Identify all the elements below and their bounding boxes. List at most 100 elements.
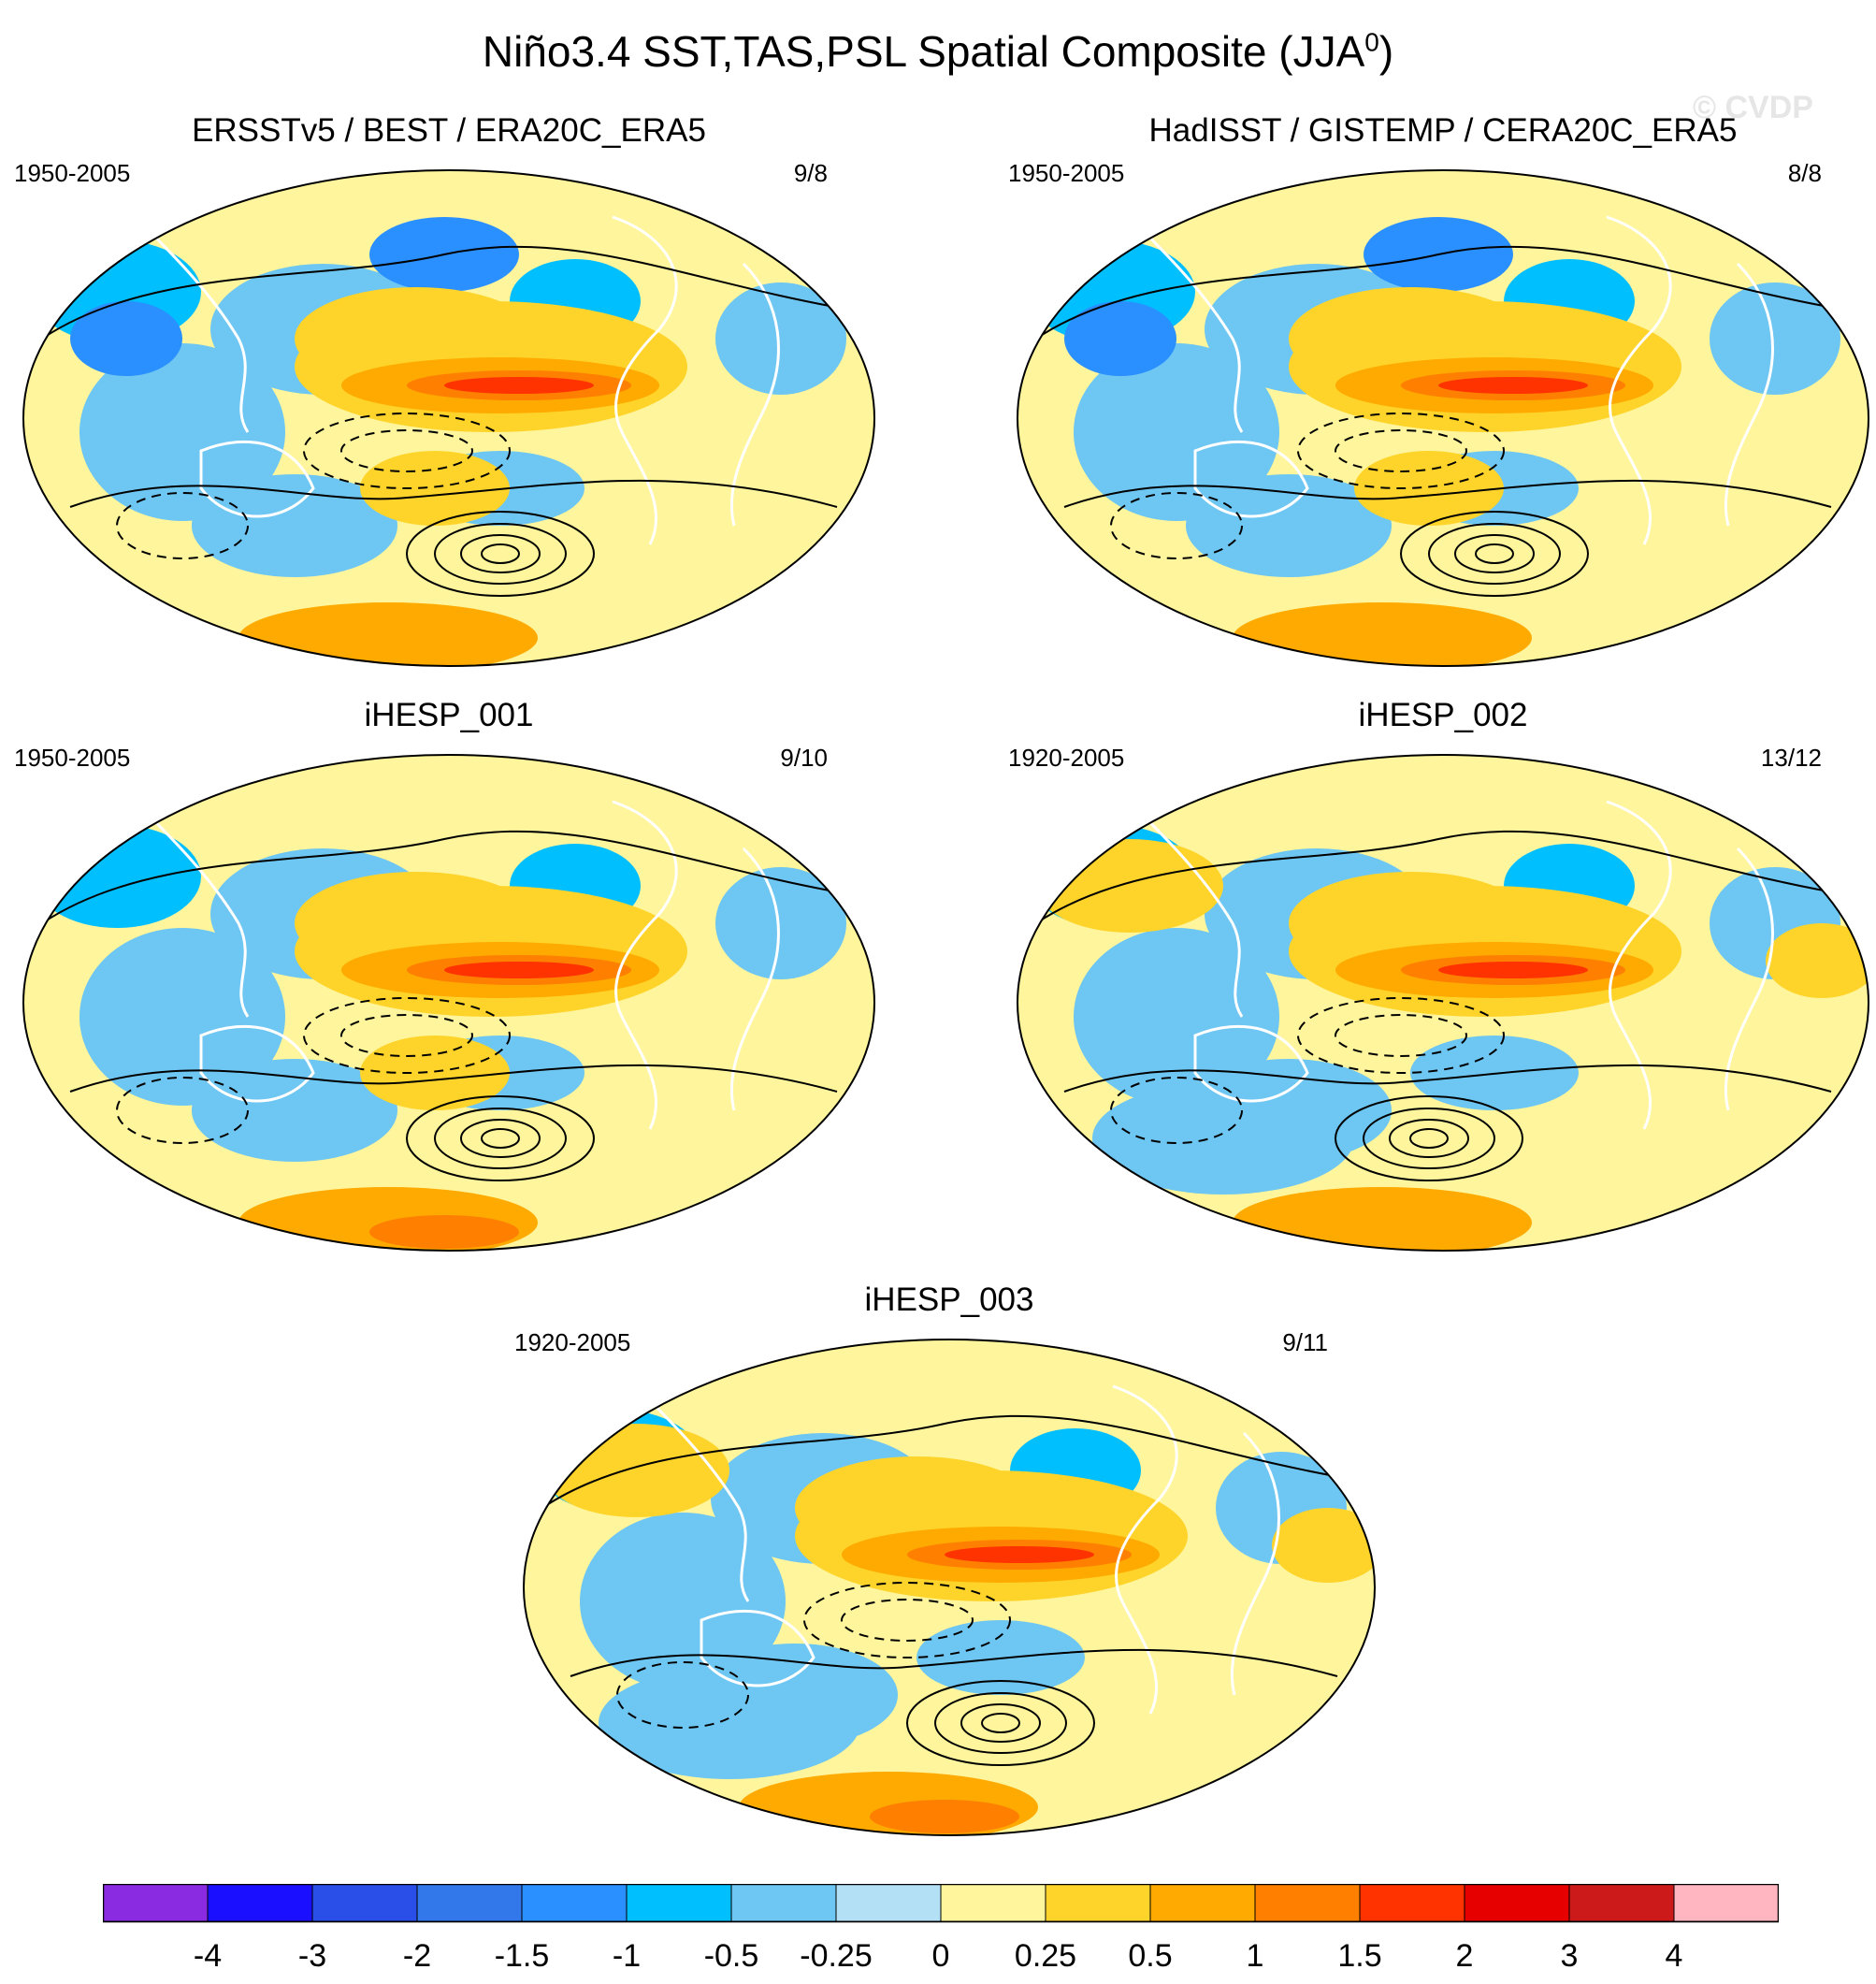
coastline-africa	[729, 262, 780, 527]
coastline-americas	[1606, 215, 1672, 545]
colorbar-swatch	[521, 1884, 628, 1922]
psl-low-contour	[616, 1661, 749, 1729]
panel-hadisst: HadISST / GISTEMP / CERA20C_ERA5 1950-20…	[1008, 112, 1876, 673]
colorbar-swatch	[1673, 1884, 1779, 1922]
map-ihesp-002	[1017, 754, 1869, 1252]
colorbar-tick-label: 3	[1561, 1938, 1579, 1974]
colorbar-tick-label: -1.5	[495, 1938, 550, 1974]
cool-patch	[1092, 1082, 1354, 1195]
coastline-australia	[1193, 440, 1309, 518]
map-ihesp-003	[523, 1339, 1376, 1836]
map-frame	[1017, 754, 1869, 1252]
cool-patch	[79, 343, 285, 521]
colorbar-tick-label: 2	[1456, 1938, 1474, 1974]
coastline-africa	[1724, 847, 1774, 1111]
coastline-asia	[625, 1375, 750, 1602]
psl-zero-contour	[570, 1648, 1338, 1677]
warm-patch	[1272, 1508, 1375, 1583]
psl-high-contour	[906, 1680, 1095, 1766]
psl-high-contour	[1400, 511, 1589, 597]
panel-ihesp-001: iHESP_001 1950-2005 9/10	[14, 697, 884, 1258]
coastline-australia	[199, 440, 315, 518]
psl-high-contour	[406, 1095, 595, 1181]
psl-zero-contour	[1035, 830, 1851, 924]
panel-ihesp-002: iHESP_002 1920-2005 13/12	[1008, 697, 1876, 1258]
psl-low-contour	[803, 1582, 1011, 1658]
coastline-australia	[700, 1609, 815, 1687]
psl-high-contour	[481, 543, 520, 564]
cool-patch	[715, 867, 846, 979]
coastline-asia	[1118, 206, 1244, 433]
cool-patch	[1710, 282, 1840, 395]
psl-high-contour	[481, 1128, 520, 1149]
colorbar-swatch	[1568, 1884, 1675, 1922]
psl-high-contour	[1428, 523, 1561, 585]
cool-patch	[1074, 343, 1279, 521]
panel-years: 1950-2005	[14, 744, 131, 772]
cvdp-watermark: © CVDP	[1693, 90, 1813, 125]
psl-low-contour	[303, 997, 511, 1074]
coastline-asia	[1118, 790, 1244, 1018]
colorbar-tick-label: 1	[1247, 1938, 1264, 1974]
colorbar-swatch	[730, 1884, 837, 1922]
cool-patch	[192, 1059, 397, 1162]
warm-patch	[1354, 451, 1504, 526]
panel-title: iHESP_001	[364, 697, 534, 733]
colorbar-frame	[103, 1884, 1779, 1923]
psl-zero-contour	[1063, 1064, 1832, 1093]
psl-high-contour	[934, 1692, 1067, 1754]
cool-patch	[70, 301, 182, 376]
coastline-americas	[1112, 1384, 1178, 1715]
psl-high-contour	[1363, 1108, 1495, 1169]
psl-low-contour	[340, 1014, 473, 1057]
psl-high-contour	[460, 1119, 541, 1158]
panel-title: iHESP_003	[864, 1282, 1034, 1318]
warm-patch	[1036, 839, 1223, 933]
panel-title: HadISST / GISTEMP / CERA20C_ERA5	[1148, 112, 1738, 149]
colorbar-swatch	[207, 1884, 313, 1922]
psl-high-contour	[434, 1108, 567, 1169]
coastline-africa	[1230, 1431, 1280, 1696]
cool-patch	[580, 1513, 786, 1690]
psl-zero-contour	[541, 1414, 1357, 1509]
colorbar-swatch	[103, 1884, 209, 1922]
psl-low-contour	[1110, 492, 1243, 559]
colorbar-swatch	[1254, 1884, 1361, 1922]
panel-counts: 8/8	[1787, 159, 1822, 187]
colorbar-tick-label: 1.5	[1337, 1938, 1381, 1974]
map-ersstv5	[22, 169, 875, 667]
map-frame	[22, 169, 875, 667]
warm-patch	[542, 1424, 729, 1517]
warm-patch	[360, 451, 510, 526]
coastline-asia	[124, 206, 250, 433]
psl-high-contour	[981, 1713, 1020, 1733]
warm-tongue-max	[1438, 962, 1588, 978]
colorbar-swatch	[626, 1884, 732, 1922]
map-frame	[523, 1339, 1376, 1836]
warm-tongue-max	[945, 1546, 1094, 1563]
panel-counts: 13/12	[1760, 744, 1822, 772]
warm-tongue-max	[1438, 377, 1588, 394]
coastline-australia	[1193, 1024, 1309, 1103]
psl-zero-contour	[69, 479, 838, 508]
colorbar-swatch	[1149, 1884, 1256, 1922]
cool-patch	[79, 928, 285, 1106]
cool-patch	[1186, 474, 1392, 577]
panel-ihesp-003: iHESP_003 1920-2005 9/11	[514, 1282, 1384, 1843]
panel-counts: 9/10	[780, 744, 828, 772]
map-frame	[22, 754, 875, 1252]
colorbar-tick-label: 0	[932, 1938, 950, 1974]
psl-zero-contour	[1035, 245, 1851, 340]
antarctic-warm-core	[870, 1800, 1019, 1833]
psl-zero-contour	[69, 1064, 838, 1093]
panel-counts: 9/8	[793, 159, 828, 187]
coastline-americas	[612, 800, 678, 1130]
coastline-africa	[729, 847, 780, 1111]
psl-low-contour	[1110, 1077, 1243, 1144]
psl-high-contour	[406, 511, 595, 597]
panel-title: iHESP_002	[1358, 697, 1528, 733]
psl-low-contour	[841, 1599, 974, 1642]
psl-high-contour	[460, 534, 541, 573]
psl-low-contour	[116, 1077, 249, 1144]
colorbar-swatch	[1045, 1884, 1151, 1922]
